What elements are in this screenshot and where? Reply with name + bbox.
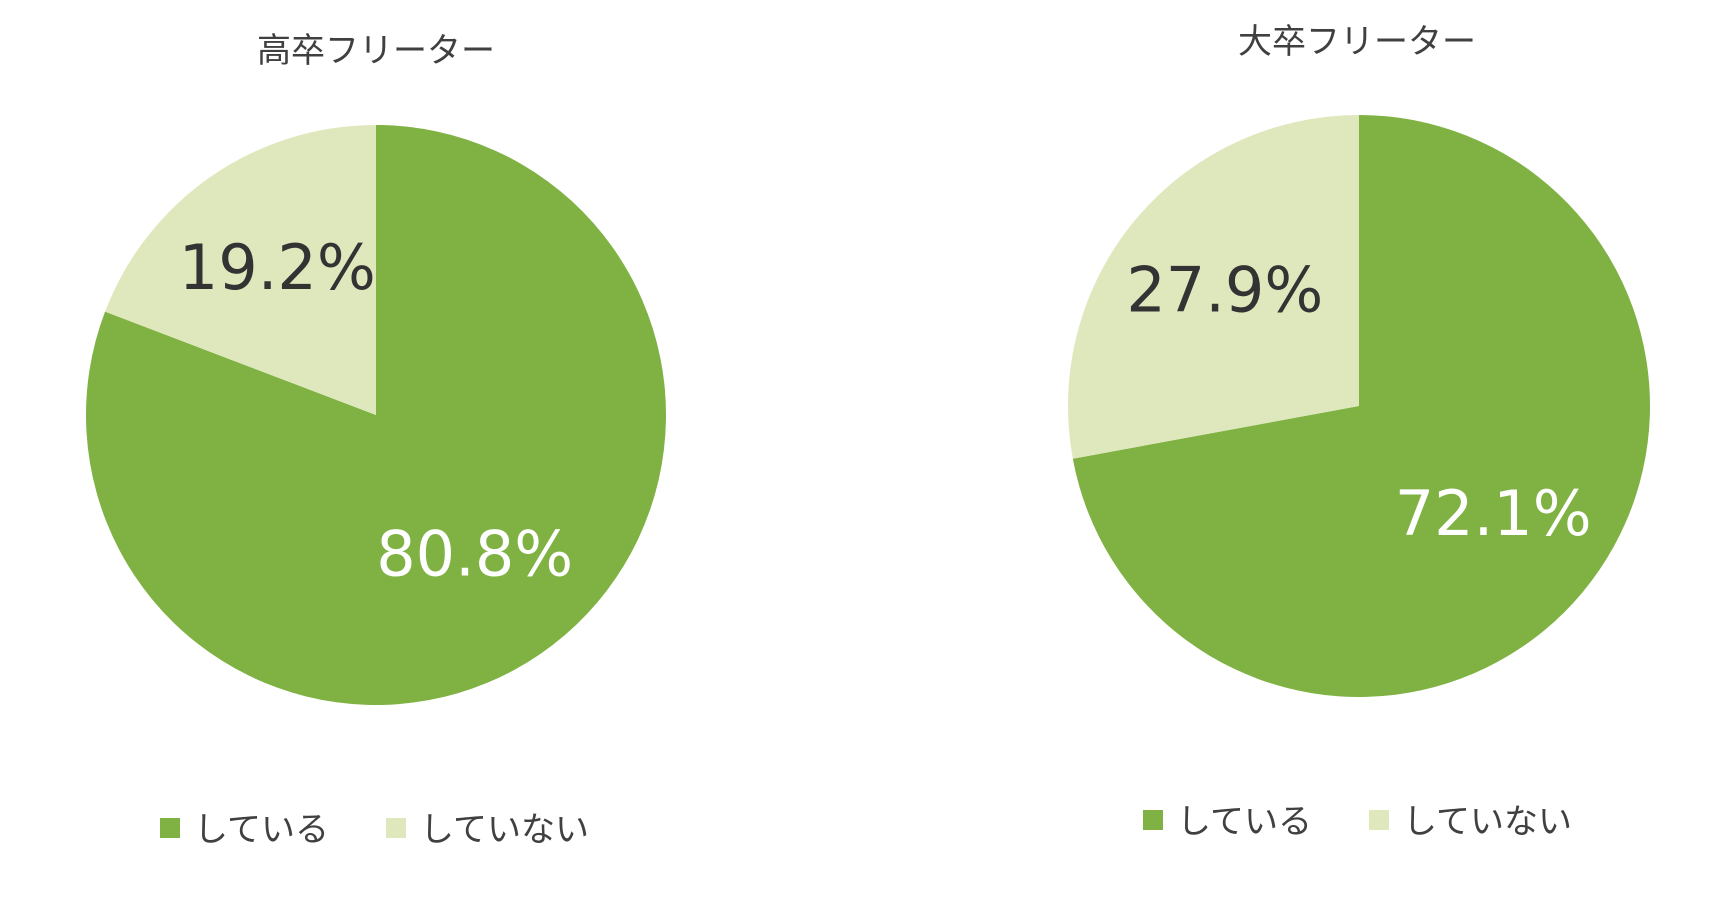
- legend-label-not-doing: していない: [420, 810, 589, 850]
- legend-high-school: している していない: [160, 810, 589, 850]
- data-label-doing: 80.8%: [376, 517, 573, 590]
- pie-slice-not-doing: [105, 125, 376, 415]
- chart-university: 大卒フリーター 72.1% 27.9% している していない: [1068, 22, 1650, 842]
- legend-label-doing: している: [194, 810, 329, 850]
- pie-slice-not-doing: [1068, 115, 1359, 459]
- legend-university: している していない: [1143, 802, 1572, 842]
- legend-swatch-not-doing: [1369, 810, 1389, 830]
- pie-slice-doing: [1072, 115, 1650, 697]
- chart-title: 高卒フリーター: [257, 31, 495, 71]
- legend-swatch-doing: [160, 818, 180, 838]
- data-label-not-doing: 19.2%: [179, 231, 376, 304]
- pie-high-school: 80.8% 19.2%: [86, 125, 667, 705]
- pie-slice-doing: [86, 125, 667, 705]
- chart-high-school: 高卒フリーター 80.8% 19.2% している していない: [86, 31, 667, 850]
- legend-label-doing: している: [1177, 802, 1312, 842]
- chart-title: 大卒フリーター: [1238, 22, 1476, 62]
- legend-swatch-not-doing: [386, 818, 406, 838]
- legend-label-not-doing: していない: [1403, 802, 1572, 842]
- legend-swatch-doing: [1143, 810, 1163, 830]
- data-label-doing: 72.1%: [1395, 477, 1592, 550]
- data-label-not-doing: 27.9%: [1126, 253, 1323, 326]
- pie-university: 72.1% 27.9%: [1068, 115, 1650, 697]
